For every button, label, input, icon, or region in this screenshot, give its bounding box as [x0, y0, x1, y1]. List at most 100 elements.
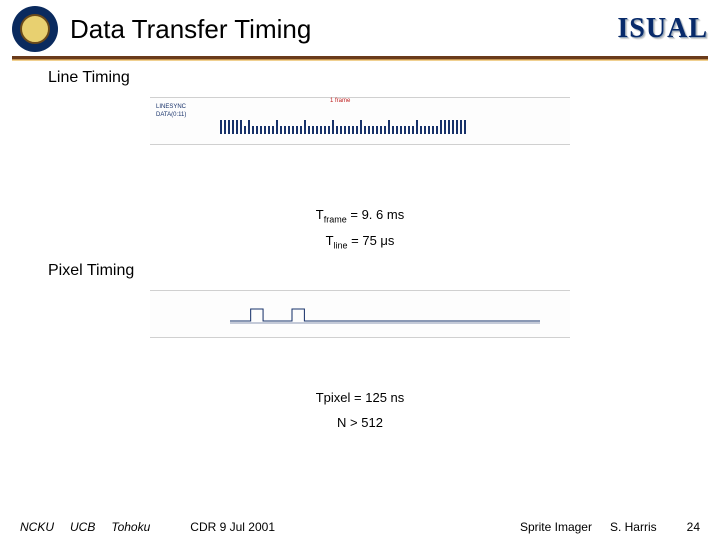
footer-author: S. Harris: [610, 520, 657, 534]
tpixel-sub: pixel: [324, 390, 351, 405]
tick-mark: [292, 126, 294, 134]
tick-mark: [396, 126, 398, 134]
tick-mark: [348, 126, 350, 134]
tick-mark: [248, 120, 250, 134]
slide-header: Data Transfer Timing ISUAL: [0, 0, 720, 56]
tpixel-val: = 125 ns: [350, 390, 404, 405]
tpixel-sym: T: [316, 390, 324, 405]
tick-mark: [344, 126, 346, 134]
tick-mark: [356, 126, 358, 134]
tick-mark: [260, 126, 262, 134]
header-left: Data Transfer Timing: [12, 6, 311, 52]
tick-mark: [464, 120, 466, 134]
linesync-label: LINESYNC: [156, 104, 186, 110]
university-seal-icon: [12, 6, 58, 52]
tick-mark: [336, 126, 338, 134]
waveform-svg-icon: [230, 305, 540, 325]
tframe-val: = 9. 6 ms: [347, 207, 404, 222]
tick-mark: [304, 120, 306, 134]
tline-equation: Tline = 75 μs: [48, 229, 672, 255]
tick-mark: [368, 126, 370, 134]
footer-ucb: UCB: [70, 520, 95, 534]
tick-mark: [360, 120, 362, 134]
tick-mark: [276, 120, 278, 134]
tick-mark: [332, 120, 334, 134]
tick-mark: [296, 126, 298, 134]
tick-mark: [440, 120, 442, 134]
tick-mark: [236, 120, 238, 134]
tick-mark: [424, 126, 426, 134]
tick-mark: [220, 120, 222, 134]
tick-mark: [420, 126, 422, 134]
tick-mark: [364, 126, 366, 134]
tick-mark: [416, 120, 418, 134]
tick-mark: [436, 126, 438, 134]
tick-mark: [452, 120, 454, 134]
tick-mark: [312, 126, 314, 134]
footer-ncku: NCKU: [20, 520, 54, 534]
footer-date: CDR 9 Jul 2001: [190, 520, 275, 534]
tick-row: [220, 116, 550, 134]
tick-mark: [316, 126, 318, 134]
tick-mark: [328, 126, 330, 134]
tick-mark: [352, 126, 354, 134]
tick-mark: [340, 126, 342, 134]
tick-mark: [320, 126, 322, 134]
page-title: Data Transfer Timing: [70, 14, 311, 45]
tick-mark: [324, 126, 326, 134]
isual-logo: ISUAL: [617, 13, 708, 45]
seal-inner-icon: [20, 14, 50, 44]
footer-page: 24: [687, 520, 700, 534]
n-equation: N > 512: [48, 411, 672, 436]
line-timing-equations: Tframe = 9. 6 ms Tline = 75 μs: [48, 203, 672, 254]
pixel-timing-diagram: [150, 290, 570, 338]
slide-footer: NCKU UCB Tohoku CDR 9 Jul 2001 Sprite Im…: [0, 520, 720, 534]
tick-mark: [288, 126, 290, 134]
pixel-timing-label: Pixel Timing: [48, 262, 672, 280]
tick-mark: [400, 126, 402, 134]
footer-project: Sprite Imager: [520, 520, 592, 534]
tick-mark: [380, 126, 382, 134]
tick-mark: [448, 120, 450, 134]
tick-mark: [384, 126, 386, 134]
tframe-equation: Tframe = 9. 6 ms: [48, 203, 672, 229]
tick-mark: [256, 126, 258, 134]
tick-mark: [444, 120, 446, 134]
tick-mark: [432, 126, 434, 134]
pixel-timing-section: Pixel Timing Tpixel = 125 ns N > 512: [48, 262, 672, 435]
tick-mark: [404, 126, 406, 134]
tick-mark: [460, 120, 462, 134]
tframe-sym: T: [316, 207, 324, 222]
tframe-sub: frame: [324, 215, 347, 225]
tline-val: = 75 μs: [348, 233, 395, 248]
data-bus-label: DATA(0:11): [156, 112, 186, 118]
tick-mark: [272, 126, 274, 134]
tline-sym: T: [326, 233, 334, 248]
tick-mark: [284, 126, 286, 134]
tick-mark: [232, 120, 234, 134]
line-timing-label: Line Timing: [48, 69, 672, 87]
tick-mark: [228, 120, 230, 134]
tick-mark: [392, 126, 394, 134]
tick-mark: [264, 126, 266, 134]
tick-mark: [412, 126, 414, 134]
pixel-timing-equations: Tpixel = 125 ns N > 512: [48, 386, 672, 435]
content-area: Line Timing 1 frame LINESYNC DATA(0:11) …: [0, 59, 720, 436]
tpixel-equation: Tpixel = 125 ns: [48, 386, 672, 411]
tick-mark: [456, 120, 458, 134]
frame-span-label: 1 frame: [330, 98, 350, 104]
tline-sub: line: [334, 240, 348, 250]
tick-mark: [244, 126, 246, 134]
line-timing-diagram: 1 frame LINESYNC DATA(0:11): [150, 97, 570, 145]
tick-mark: [224, 120, 226, 134]
footer-tohoku: Tohoku: [111, 520, 150, 534]
tick-mark: [388, 120, 390, 134]
tick-mark: [240, 120, 242, 134]
tick-mark: [252, 126, 254, 134]
tick-mark: [376, 126, 378, 134]
tick-mark: [268, 126, 270, 134]
tick-mark: [280, 126, 282, 134]
tick-mark: [408, 126, 410, 134]
tick-mark: [308, 126, 310, 134]
signal-labels: LINESYNC DATA(0:11): [156, 104, 186, 120]
